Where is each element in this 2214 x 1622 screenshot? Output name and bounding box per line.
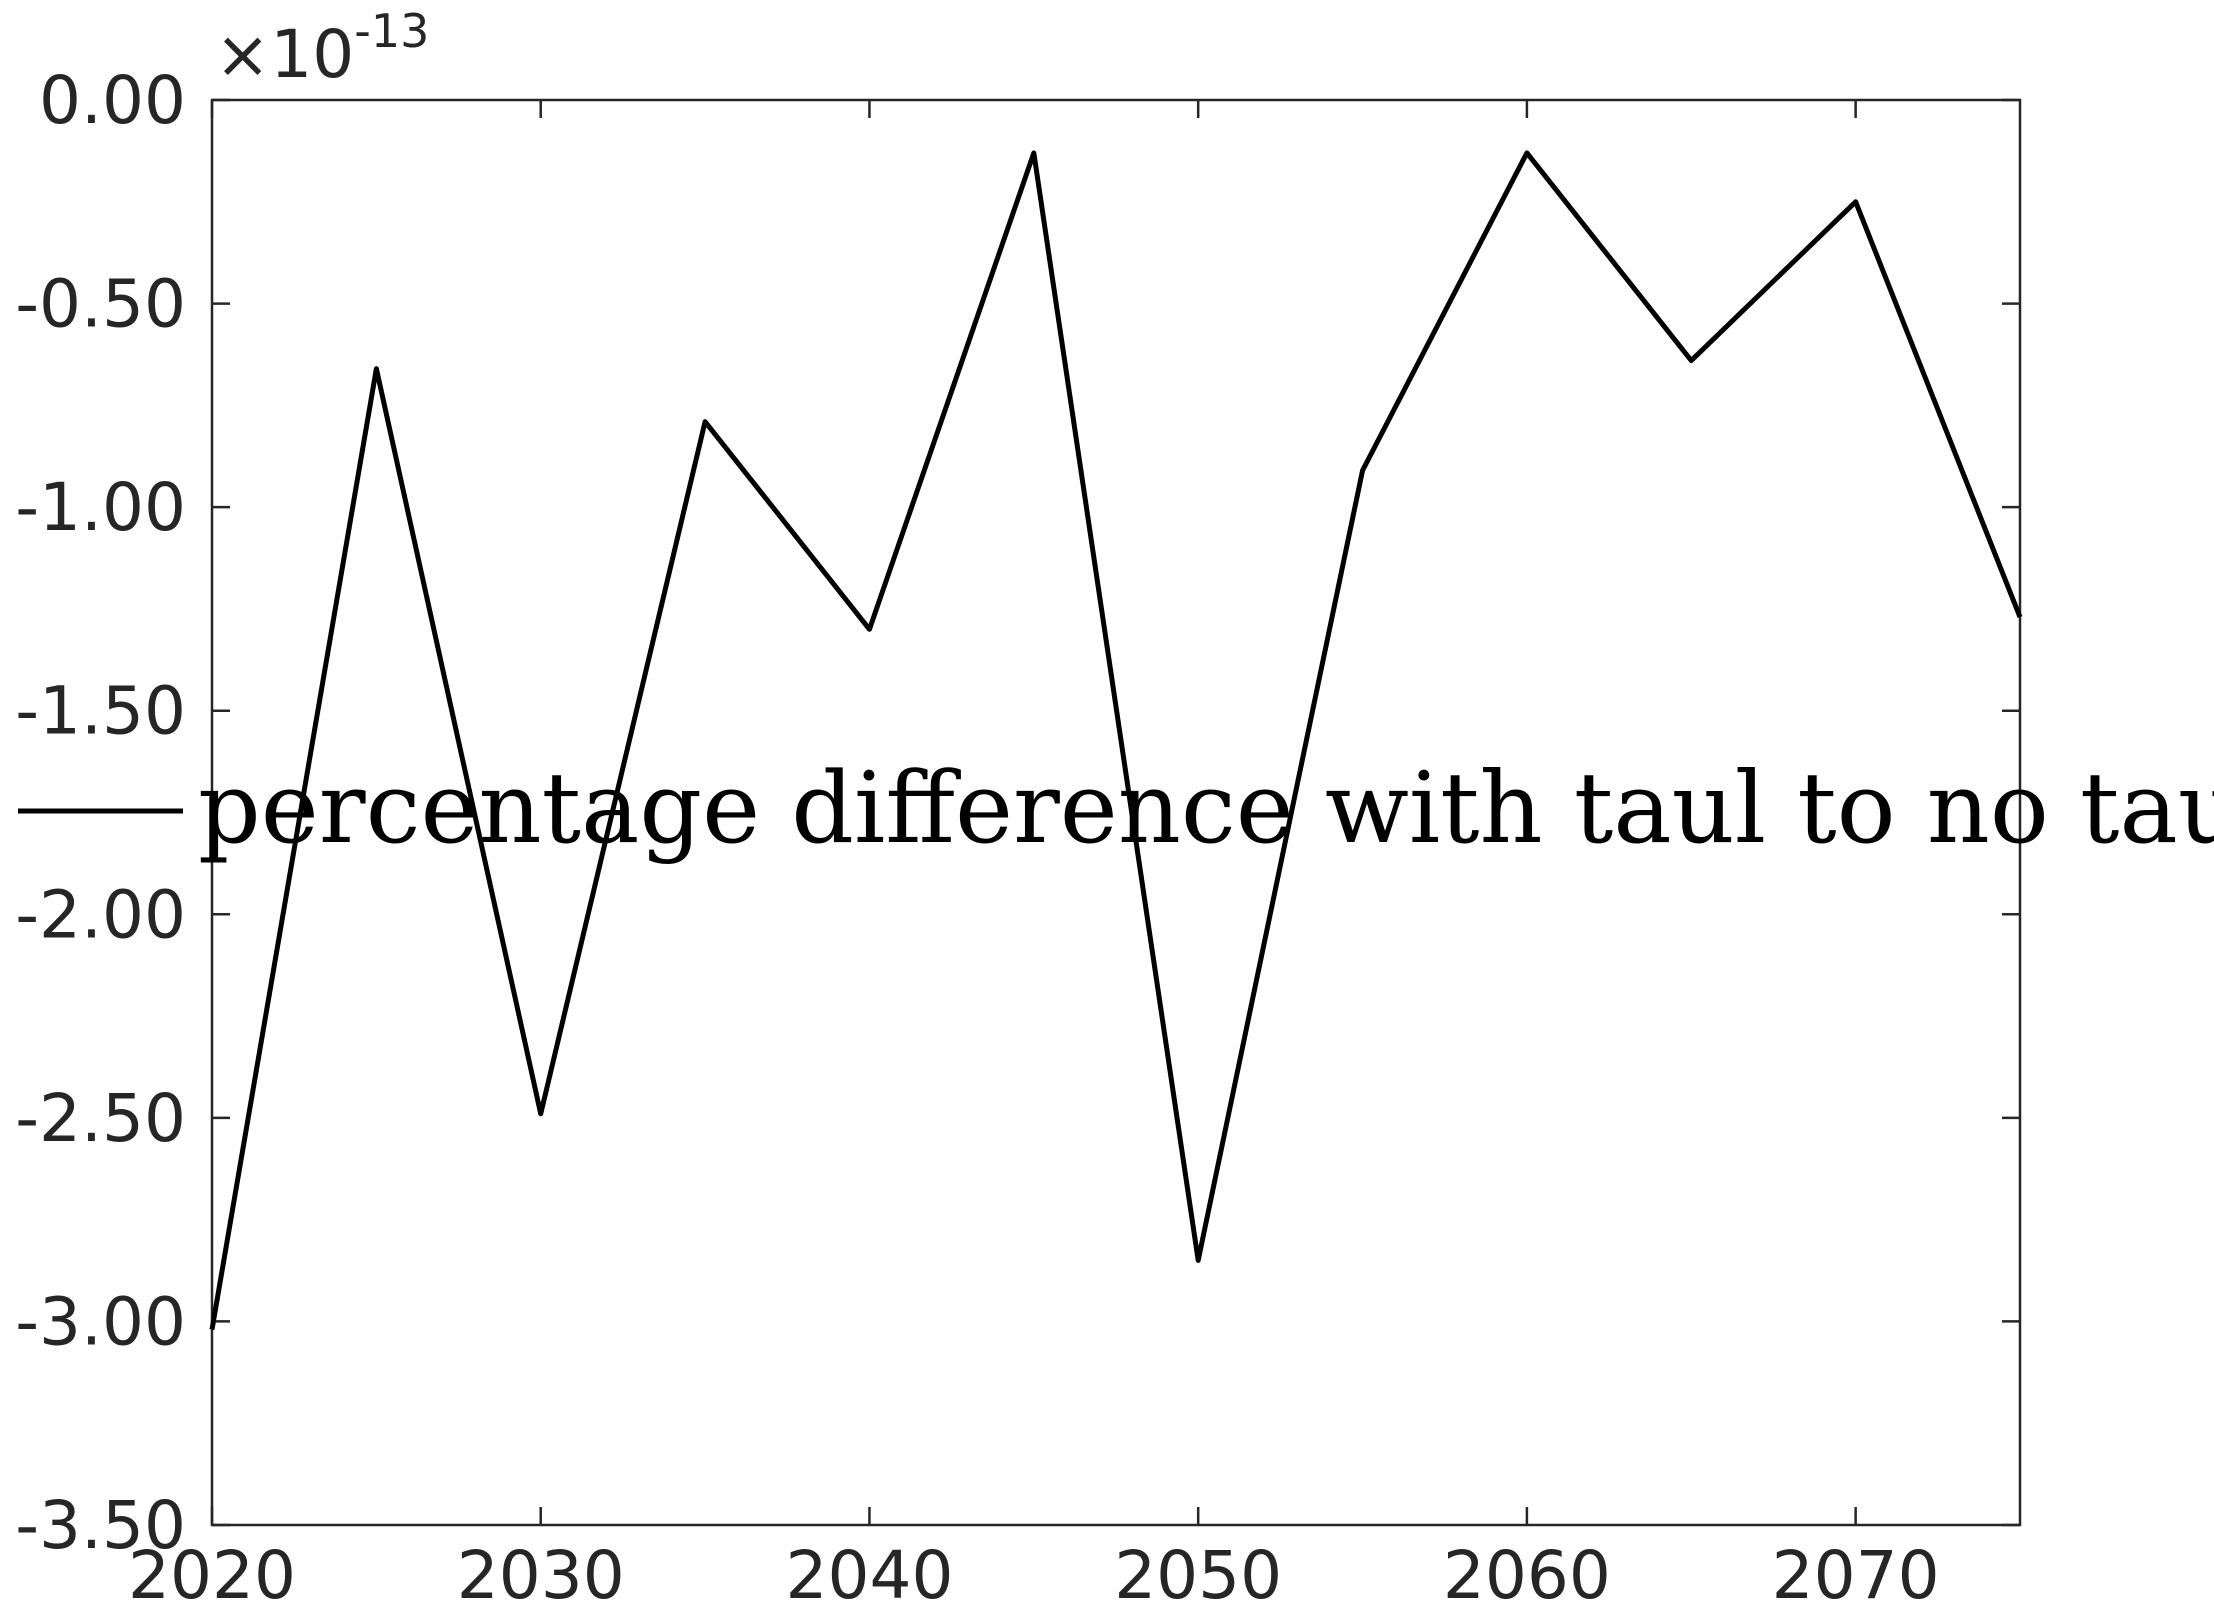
y-tick-label: -3.00 <box>15 1283 186 1360</box>
y-tick-label: 0.00 <box>39 62 186 139</box>
x-tick-label: 2050 <box>1114 1537 1282 1614</box>
series-layer <box>209 150 2023 1330</box>
y-axis-multiplier-base: ×10 <box>215 16 354 93</box>
y-axis-multiplier: ×10-13 <box>215 4 429 93</box>
y-tick-label: -1.50 <box>15 673 186 750</box>
series-line <box>209 150 2023 1330</box>
legend: percentage difference with taul to no ta… <box>18 752 2214 866</box>
y-axis: 0.00 -0.50 -1.00 -1.50 -2.00 -2.50 -3.00 -3.50 <box>15 62 2020 1564</box>
x-tick-label: 2060 <box>1443 1537 1611 1614</box>
x-tick-label: 2040 <box>785 1537 953 1614</box>
x-tick-label: 2020 <box>128 1537 296 1614</box>
y-tick-label: -1.00 <box>15 469 186 546</box>
plot-area-frame <box>210 98 2022 1527</box>
y-tick-label: -2.50 <box>15 1080 186 1157</box>
x-axis: 2020 2030 2040 2050 2060 2070 <box>128 100 1940 1614</box>
y-tick-label: -3.50 <box>15 1487 186 1564</box>
legend-label: percentage difference with taul to no ta… <box>198 752 2214 866</box>
x-tick-label: 2030 <box>457 1537 625 1614</box>
y-tick-label: -0.50 <box>15 266 186 343</box>
y-axis-multiplier-exponent: -13 <box>354 4 429 58</box>
x-tick-label: 2070 <box>1772 1537 1940 1614</box>
y-tick-label: -2.00 <box>15 876 186 953</box>
